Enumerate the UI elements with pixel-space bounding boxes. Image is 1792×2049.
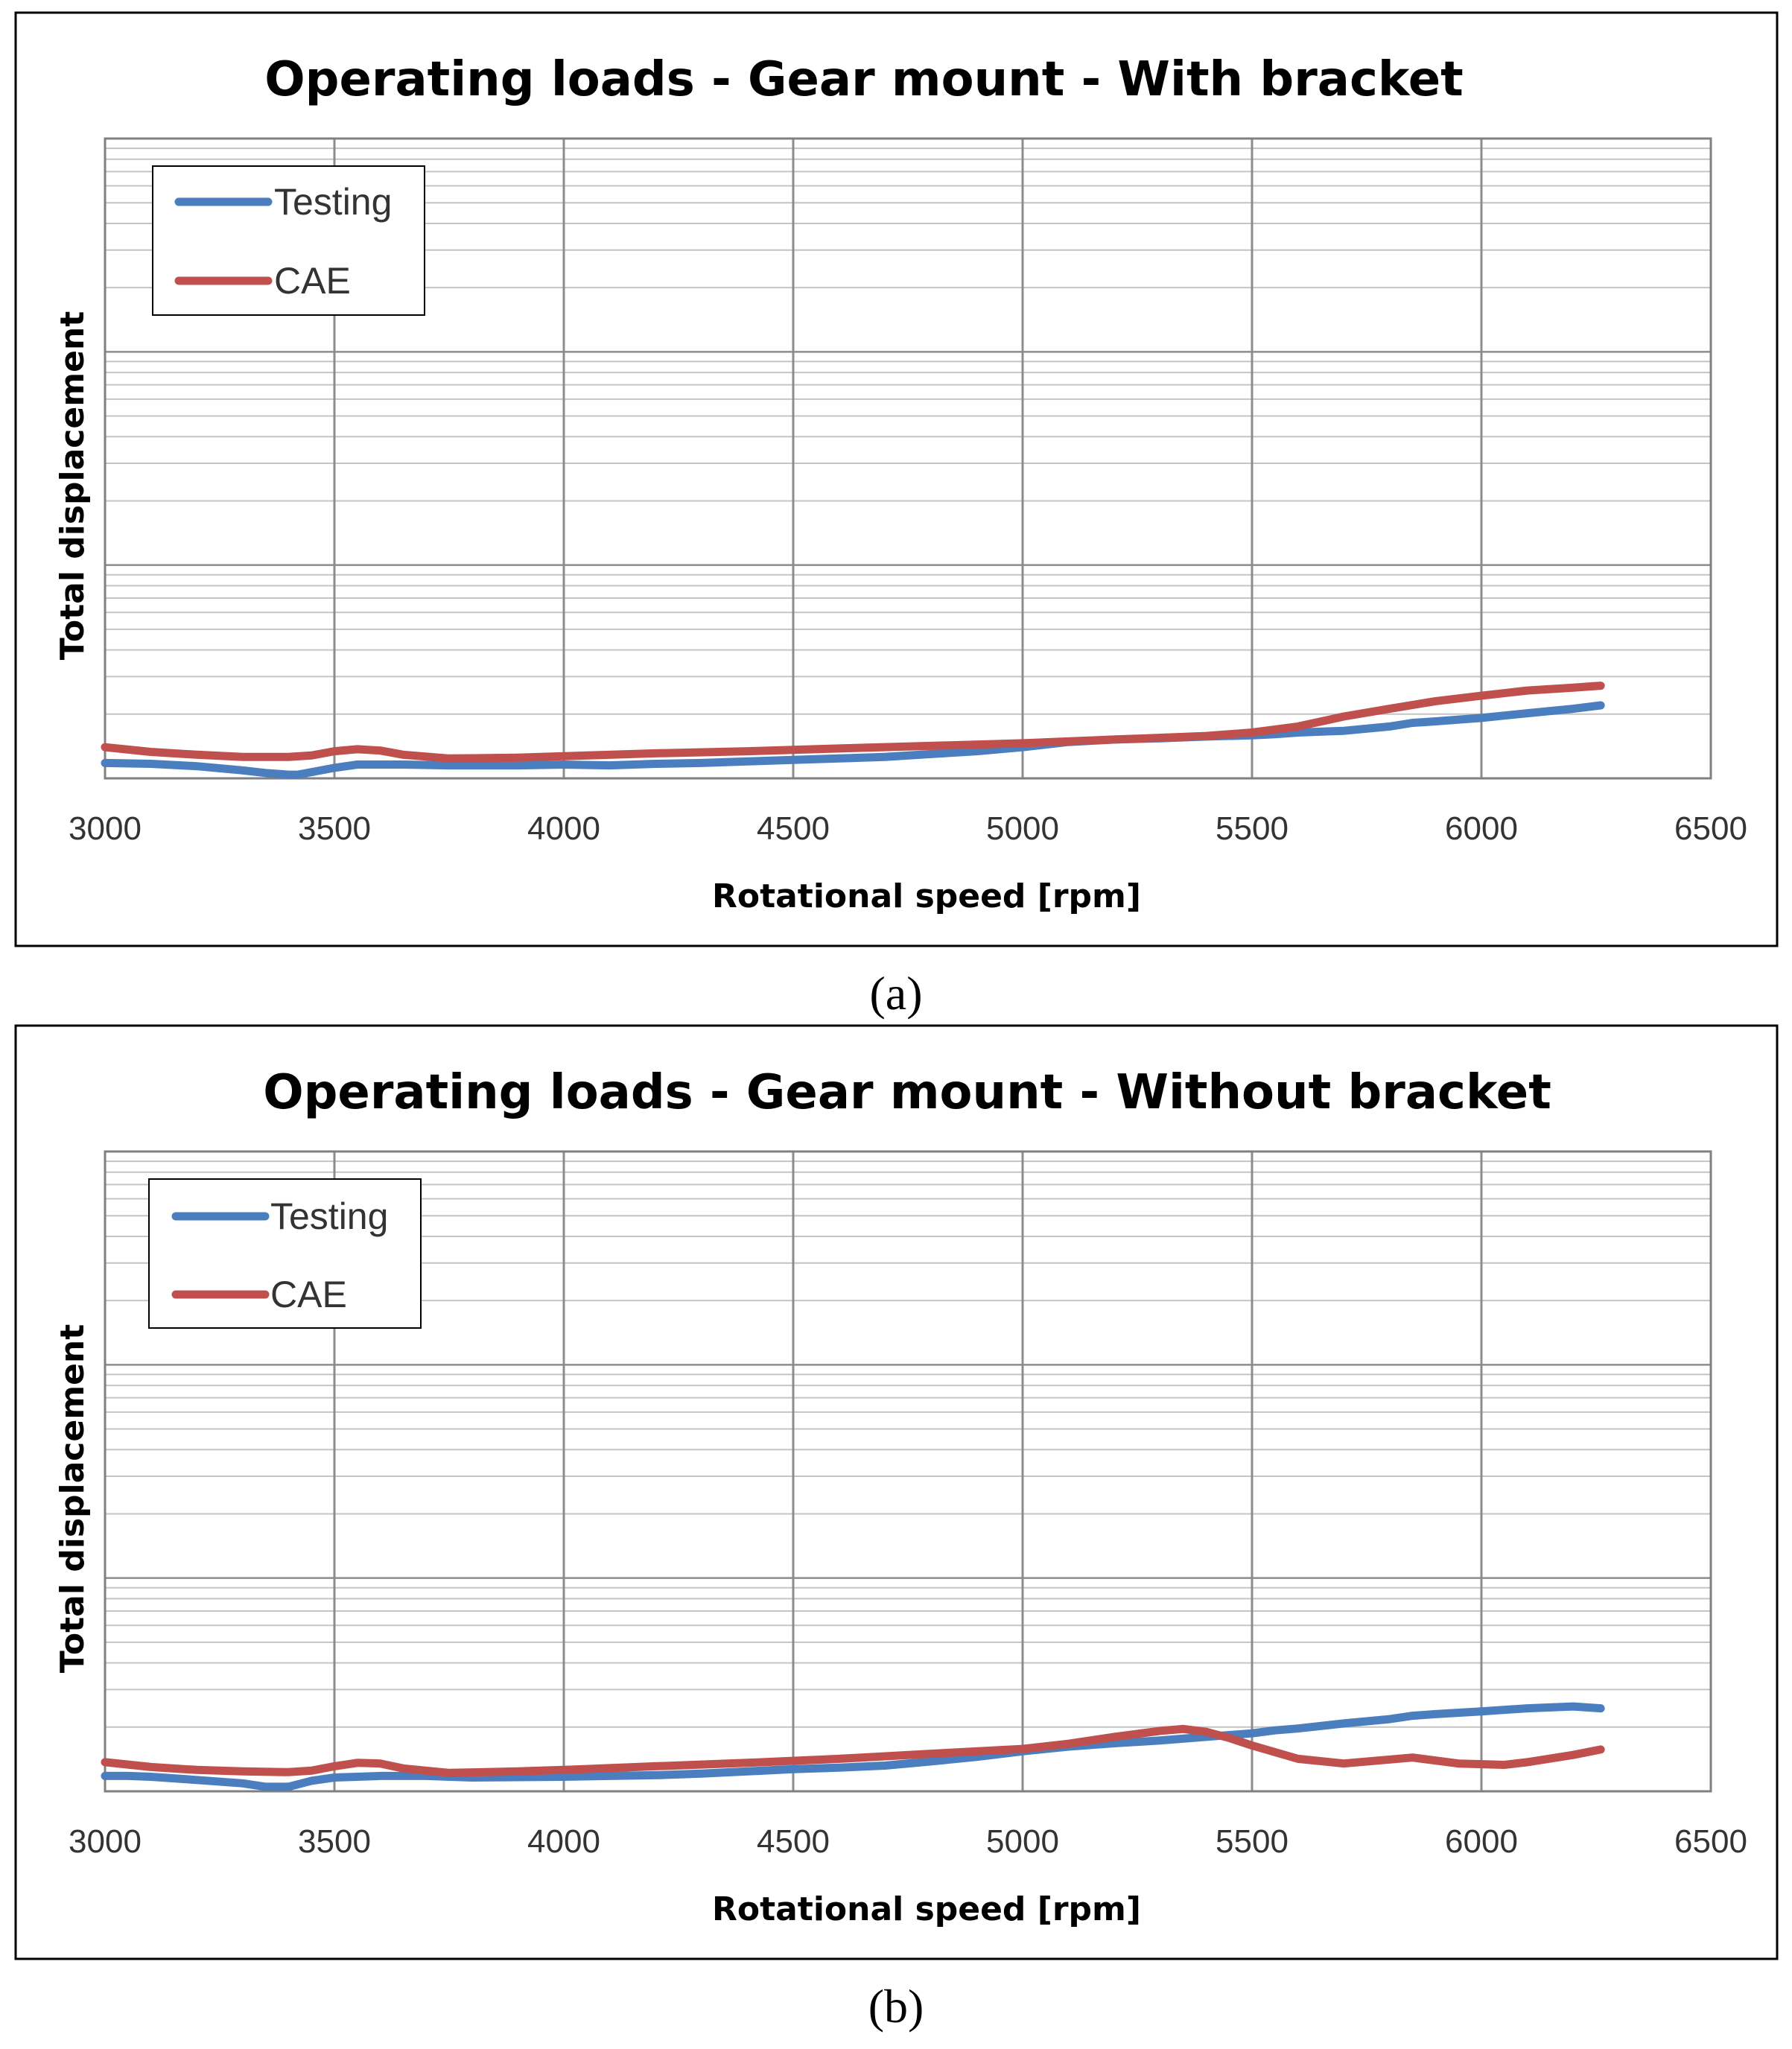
x-tick-labels: 3000 3500 4000 4500 5000 5500 6000 6500 <box>69 1823 1747 1860</box>
chart-title: Operating loads - Gear mount - Without b… <box>263 1065 1551 1120</box>
x-tick-label: 5000 <box>986 810 1059 847</box>
x-tick-label: 4000 <box>527 810 600 847</box>
x-tick-label: 6000 <box>1445 1823 1518 1860</box>
series-line-cae <box>101 682 1605 763</box>
x-tick-labels: 3000 3500 4000 4500 5000 5500 6000 6500 <box>69 810 1747 847</box>
gridlines <box>105 139 1711 780</box>
series-line-testing <box>101 701 1605 779</box>
x-tick-label: 5500 <box>1216 1823 1289 1860</box>
legend: Testing CAE <box>152 165 425 316</box>
chart-frame <box>14 11 1779 947</box>
legend-box <box>148 1178 422 1329</box>
x-tick-label: 3000 <box>69 1823 142 1860</box>
x-tick-label: 4500 <box>757 810 830 847</box>
series-lines <box>101 682 1605 779</box>
gridlines <box>105 1151 1711 1793</box>
x-tick-label: 5500 <box>1216 810 1289 847</box>
x-tick-label: 4000 <box>527 1823 600 1860</box>
panel-caption-b: (b) <box>868 1980 924 2033</box>
x-tick-label: 3500 <box>298 1823 371 1860</box>
chart-frame <box>14 1024 1779 1960</box>
x-tick-label: 6500 <box>1674 810 1747 847</box>
x-axis-label: Rotational speed [rpm] <box>712 1890 1141 1928</box>
x-axis-label: Rotational speed [rpm] <box>712 877 1141 915</box>
y-axis-label: Total displacement <box>54 311 92 661</box>
x-tick-label: 6000 <box>1445 810 1518 847</box>
legend-label-testing: Testing <box>274 181 392 223</box>
plot-area-border <box>104 137 1712 780</box>
plot-area-border <box>104 1150 1712 1793</box>
series-line-testing <box>101 1702 1605 1791</box>
legend-box <box>152 165 425 316</box>
x-tick-label: 5000 <box>986 1823 1059 1860</box>
panel-caption-a: (a) <box>869 967 922 1020</box>
legend: Testing CAE <box>148 1178 422 1329</box>
chart-panel-b: Operating loads - Gear mount - Without b… <box>14 1024 1779 1960</box>
legend-label-cae: CAE <box>274 260 351 302</box>
series-line-cae <box>101 1724 1605 1777</box>
chart-title: Operating loads - Gear mount - With brac… <box>264 52 1463 107</box>
legend-label-cae: CAE <box>270 1274 347 1315</box>
y-axis-label: Total displacement <box>54 1324 92 1674</box>
legend-label-testing: Testing <box>270 1195 388 1237</box>
x-tick-label: 6500 <box>1674 1823 1747 1860</box>
series-lines <box>101 1702 1605 1791</box>
x-tick-label: 4500 <box>757 1823 830 1860</box>
x-tick-label: 3500 <box>298 810 371 847</box>
chart-panel-a: Operating loads - Gear mount - With brac… <box>14 11 1779 947</box>
x-tick-label: 3000 <box>69 810 142 847</box>
